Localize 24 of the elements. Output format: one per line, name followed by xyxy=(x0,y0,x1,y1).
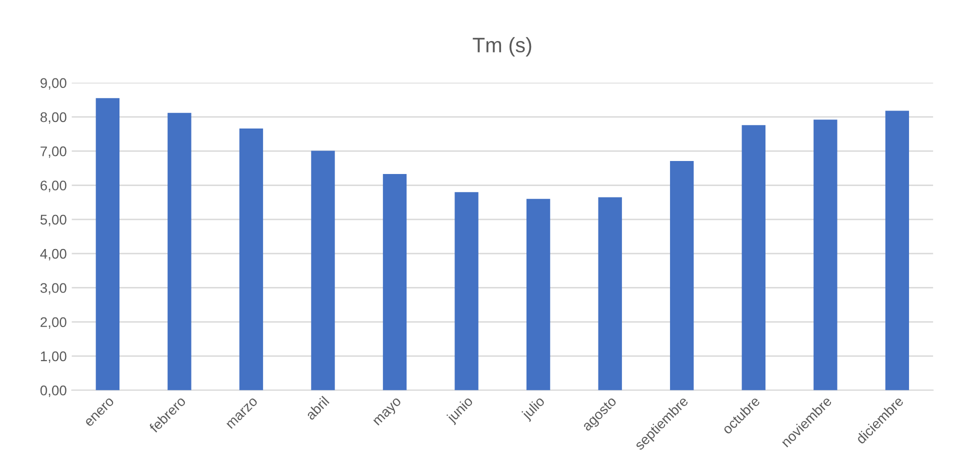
bar xyxy=(742,125,766,390)
chart-title: Tm (s) xyxy=(472,37,532,57)
bar xyxy=(454,192,478,390)
y-tick-label: 3,00 xyxy=(40,283,66,295)
bar xyxy=(239,128,264,390)
bar xyxy=(598,197,622,390)
y-tick-label: 7,00 xyxy=(40,146,66,158)
y-tick-label: 6,00 xyxy=(40,180,66,192)
bar xyxy=(311,150,335,390)
bar xyxy=(670,161,694,390)
bar xyxy=(96,98,120,390)
x-tick-label: julio xyxy=(520,395,548,422)
y-tick-label: 8,00 xyxy=(40,112,66,124)
y-tick-label: 0,00 xyxy=(40,386,66,398)
y-tick-label: 9,00 xyxy=(40,78,66,90)
bar xyxy=(382,174,407,390)
y-tick-label: 5,00 xyxy=(40,214,66,226)
bar xyxy=(168,112,192,390)
bar xyxy=(526,198,550,390)
y-tick-label: 4,00 xyxy=(40,248,66,260)
bar xyxy=(814,120,838,390)
y-tick-label: 1,00 xyxy=(40,351,66,363)
bar xyxy=(885,110,910,390)
y-tick-label: 2,00 xyxy=(40,317,66,329)
